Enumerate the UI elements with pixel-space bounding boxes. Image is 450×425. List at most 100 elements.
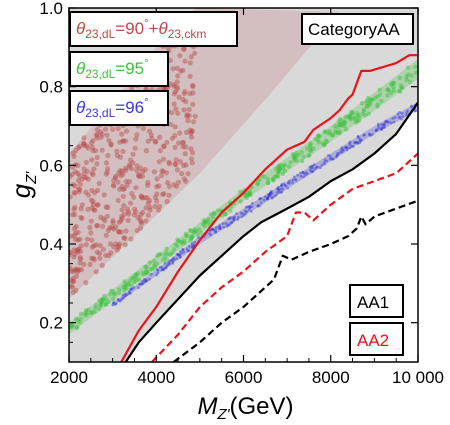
band-dot <box>208 212 214 217</box>
band-dot <box>336 151 339 155</box>
band-dot <box>98 302 104 307</box>
band-dot <box>291 178 295 182</box>
band-dot <box>370 97 375 102</box>
band-dot <box>172 124 178 130</box>
band-dot <box>275 174 281 179</box>
band-dot <box>342 124 347 129</box>
band-dot <box>183 178 189 184</box>
band-dot <box>128 236 134 242</box>
band-dot <box>247 191 252 196</box>
band-dot <box>325 139 330 144</box>
band-dot <box>343 115 348 120</box>
band-dot <box>69 284 75 290</box>
band-dot <box>73 273 79 279</box>
band-dot <box>103 171 109 177</box>
band-dot <box>175 257 179 260</box>
band-dot <box>76 189 82 195</box>
y-tick-label: 0.6 <box>39 156 63 175</box>
band-dot <box>181 176 187 182</box>
band-dot <box>148 277 152 281</box>
band-dot <box>322 142 327 148</box>
band-dot <box>350 144 354 148</box>
band-dot <box>103 301 109 307</box>
band-dot <box>75 237 81 243</box>
band-dot <box>243 209 247 213</box>
band-dot <box>343 146 347 149</box>
band-dot <box>116 229 122 235</box>
band-dot <box>146 128 153 134</box>
band-dot <box>133 272 138 277</box>
band-dot <box>148 132 154 138</box>
band-dot <box>129 292 132 295</box>
band-dot <box>277 188 281 192</box>
series-legend-label: AA2 <box>357 331 389 350</box>
band-dot <box>202 220 208 225</box>
band-dot <box>276 169 281 175</box>
band-dot <box>301 154 306 159</box>
band-dot <box>349 109 354 115</box>
band-dot <box>185 118 191 124</box>
band-dot <box>73 316 79 322</box>
x-tick-label: 10 000 <box>392 368 444 387</box>
band-dot <box>89 255 95 261</box>
band-dot <box>239 211 243 215</box>
band-dot <box>183 129 190 135</box>
band-dot <box>128 200 134 206</box>
band-dot <box>154 176 160 182</box>
band-dot <box>299 171 302 175</box>
band-dot <box>353 120 359 125</box>
band-dot <box>166 192 172 198</box>
band-dot <box>288 160 293 165</box>
band-dot <box>192 50 198 56</box>
band-dot <box>75 267 81 273</box>
band-dot <box>145 271 151 276</box>
band-dot <box>275 170 281 175</box>
band-dot <box>83 143 90 149</box>
band-dot <box>268 192 272 196</box>
band-dot <box>350 112 355 117</box>
band-dot <box>88 197 94 203</box>
band-dot <box>90 147 96 154</box>
band-dot <box>215 226 218 229</box>
band-dot <box>77 260 83 266</box>
band-dot <box>143 148 149 154</box>
band-dot <box>346 146 349 149</box>
band-dot <box>137 216 143 223</box>
band-dot <box>173 258 176 261</box>
band-dot <box>139 173 145 179</box>
band-dot <box>189 128 195 134</box>
band-dot <box>269 194 272 198</box>
band-dot <box>72 211 78 218</box>
band-dot <box>81 166 87 172</box>
band-dot <box>371 133 374 136</box>
band-dot <box>363 133 366 137</box>
band-dot <box>180 97 186 103</box>
band-dot <box>160 168 166 174</box>
band-dot <box>355 113 360 118</box>
band-dot <box>96 180 102 186</box>
band-dot <box>281 166 286 171</box>
band-dot <box>232 218 236 221</box>
band-dot <box>80 141 87 147</box>
band-dot <box>103 252 109 258</box>
band-dot <box>192 113 198 119</box>
band-dot <box>177 253 180 257</box>
band-dot <box>114 303 117 306</box>
band-dot <box>182 151 188 157</box>
band-dot <box>276 187 280 191</box>
band-dot <box>79 202 85 208</box>
band-dot <box>280 190 284 194</box>
band-dot <box>181 91 187 97</box>
band-dot <box>163 170 169 176</box>
band-dot <box>375 128 379 132</box>
band-dot <box>282 162 288 168</box>
band-dot <box>178 253 182 256</box>
band-dot <box>161 268 165 272</box>
band-dot <box>144 268 149 273</box>
band-dot <box>327 129 332 134</box>
band-dot <box>131 212 137 218</box>
band-dot <box>135 271 141 276</box>
band-dot <box>170 258 173 262</box>
band-dot <box>383 123 387 126</box>
band-dot <box>176 253 180 256</box>
